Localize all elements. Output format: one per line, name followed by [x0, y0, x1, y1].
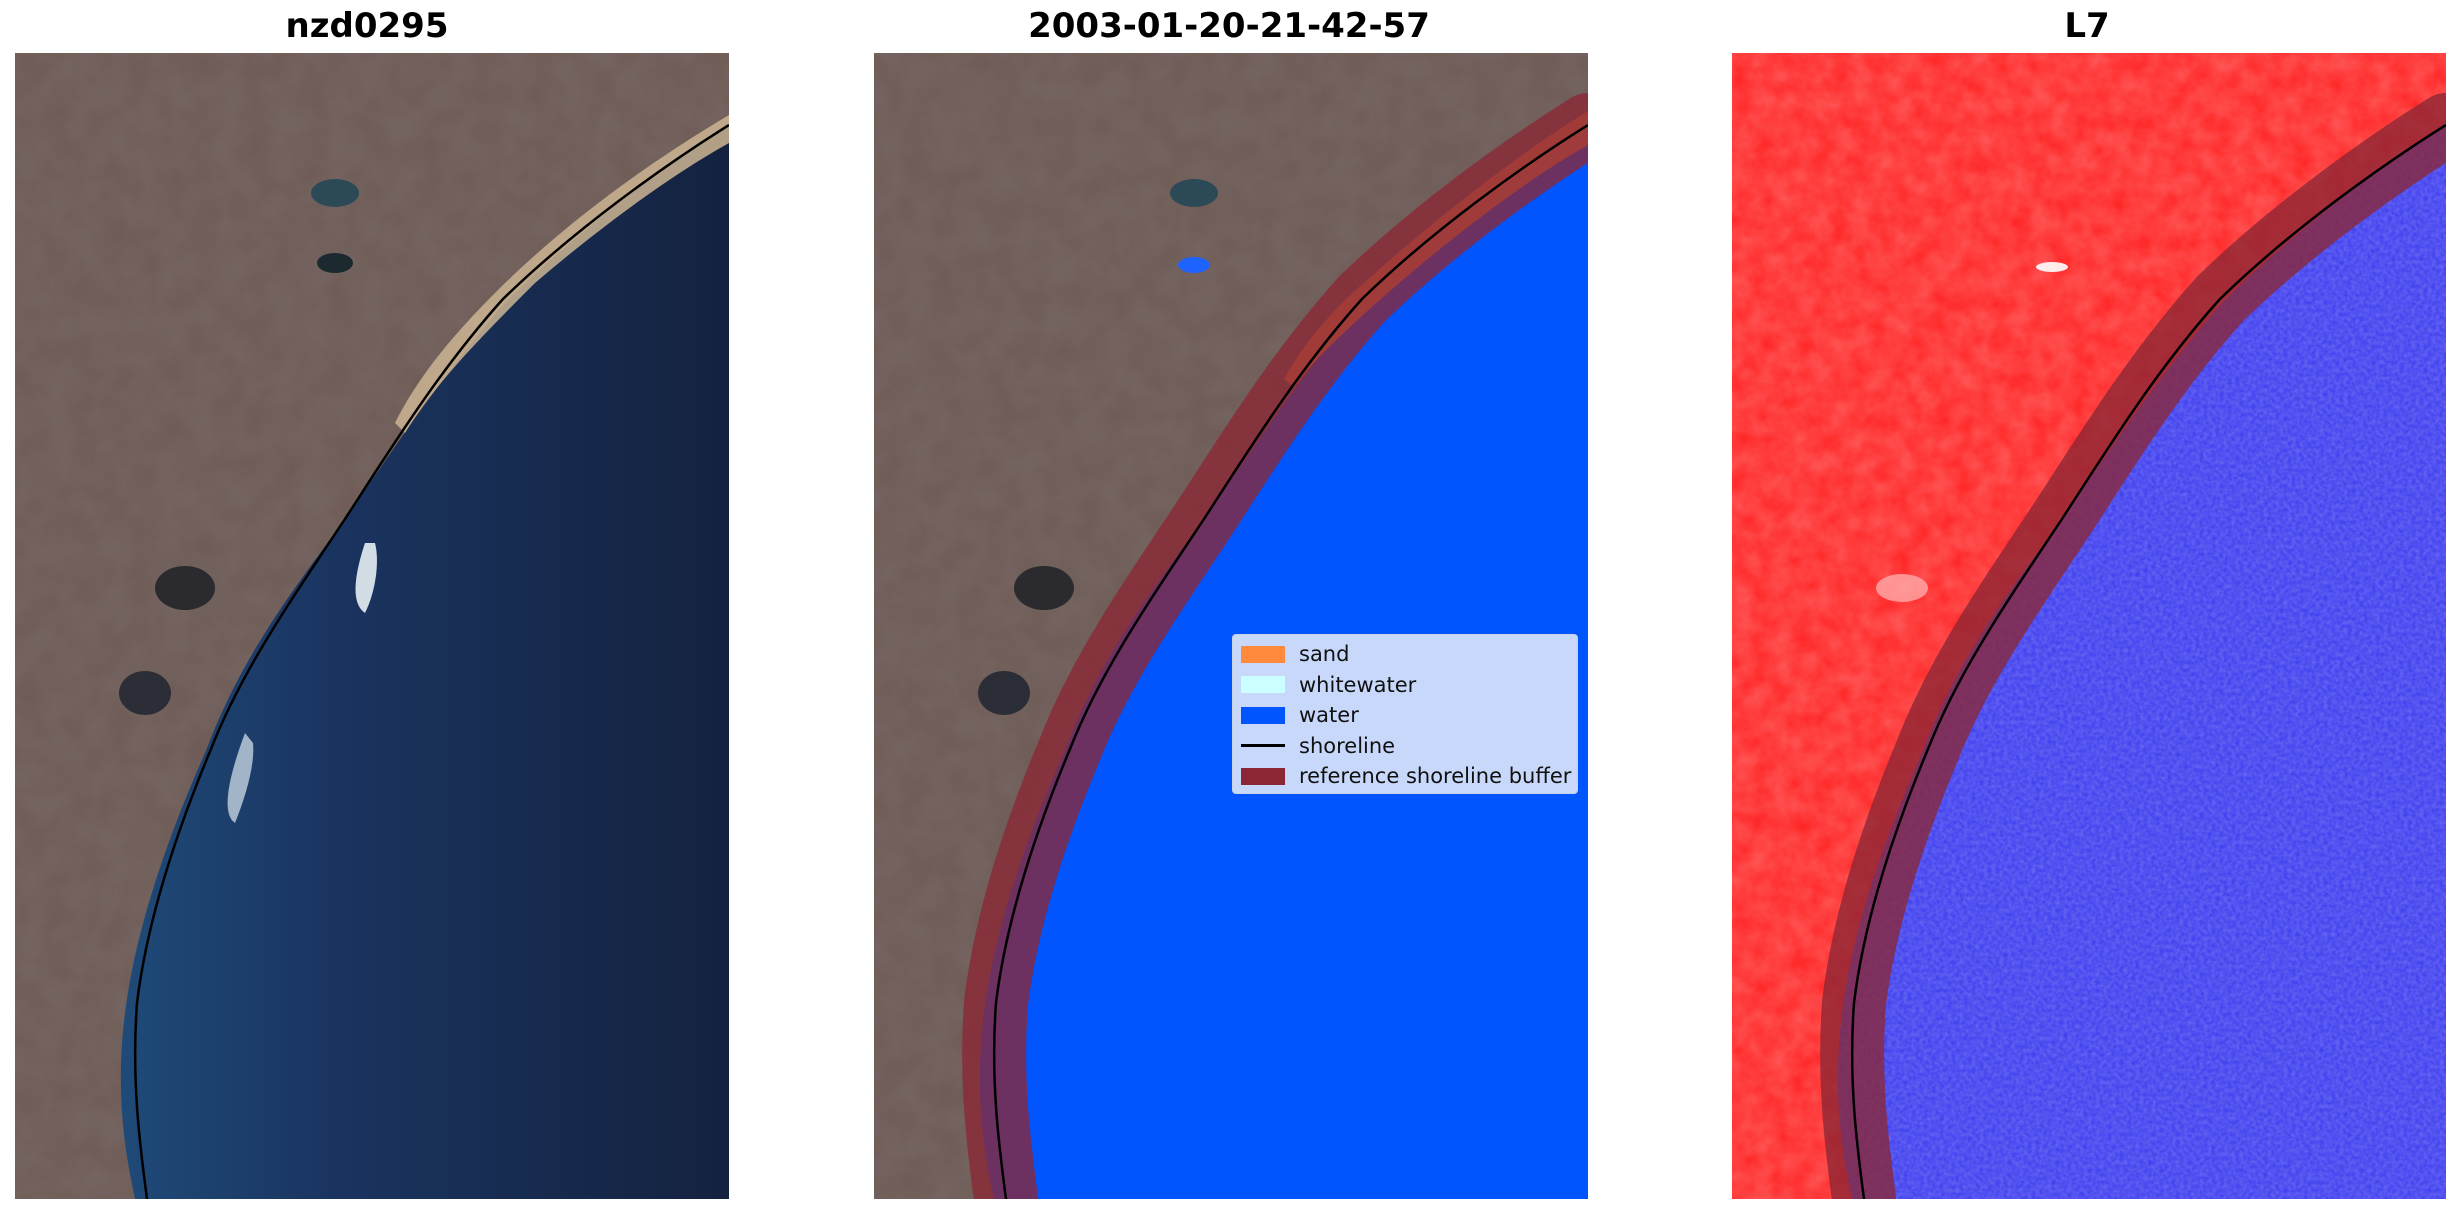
shoreline-line — [992, 123, 1588, 1199]
sand-swatch — [1241, 645, 1285, 663]
legend-item-buffer: reference shoreline buffer — [1241, 761, 1572, 792]
ocean-area — [120, 123, 729, 1199]
legend-item-whitewater: whitewater — [1241, 670, 1569, 701]
shoreline-line — [1850, 123, 2446, 1199]
shoreline-line — [133, 123, 729, 1199]
panel-title-rgb: nzd0295 — [285, 6, 449, 46]
classified-image-panel — [874, 53, 1588, 1199]
legend-label: sand — [1299, 642, 1350, 667]
classified-overlay-image — [874, 53, 1588, 1199]
rgb-image-panel — [15, 53, 729, 1199]
shoreline-swatch — [1241, 744, 1285, 748]
legend-item-shoreline: shoreline — [1241, 731, 1569, 762]
legend-item-water: water — [1241, 700, 1569, 731]
whitewater-swatch — [1241, 676, 1285, 694]
panel-title-date: 2003-01-20-21-42-57 — [1028, 6, 1430, 46]
legend-label: whitewater — [1299, 672, 1417, 697]
index-image-panel — [1732, 53, 2446, 1199]
buffer-swatch — [1241, 767, 1285, 785]
water-index-image — [1732, 53, 2446, 1199]
panel-title-satellite: L7 — [2064, 6, 2110, 46]
legend-label: shoreline — [1299, 733, 1396, 758]
rgb-satellite-image — [15, 53, 729, 1199]
water-swatch — [1241, 706, 1285, 724]
legend-label: reference shoreline buffer — [1299, 764, 1572, 789]
legend-item-sand: sand — [1241, 639, 1569, 670]
legend-label: water — [1299, 703, 1359, 728]
sand-beach — [395, 115, 729, 433]
legend: sand whitewater water shoreline referenc… — [1232, 634, 1578, 794]
